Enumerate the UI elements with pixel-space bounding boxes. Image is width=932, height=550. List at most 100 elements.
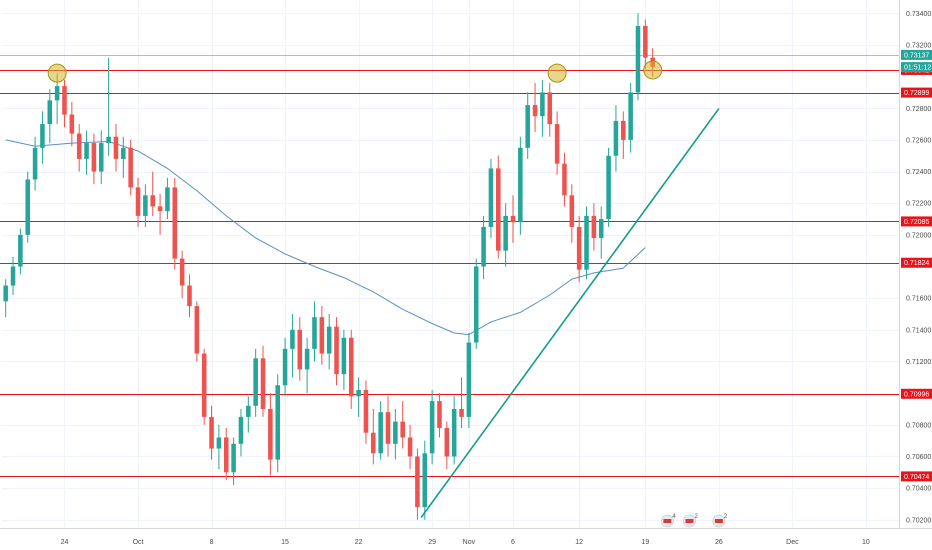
event-flag-count: 2 — [724, 514, 728, 520]
candle-body — [407, 437, 413, 457]
candle — [503, 203, 508, 267]
time-tick-label: 8 — [210, 539, 214, 546]
candle — [319, 306, 325, 365]
candle — [628, 82, 633, 153]
candle-body — [591, 215, 597, 239]
candle — [547, 82, 553, 137]
candle-body — [47, 100, 53, 125]
price-tick-label: 0.70800 — [906, 422, 931, 429]
event-flags[interactable]: 4 2 2 — [660, 514, 728, 528]
candle-body — [260, 358, 266, 409]
time-tick-label: 19 — [641, 539, 649, 546]
price-axis[interactable]: 0.73400 0.73200 0.72800 0.72600 0.72400 0.722… — [906, 11, 931, 524]
candle-body — [54, 86, 60, 101]
candle — [18, 228, 23, 275]
candle — [643, 19, 648, 69]
candle — [540, 79, 545, 137]
candle-body — [451, 408, 457, 457]
candle — [341, 329, 347, 390]
candle-body — [201, 353, 207, 417]
level-price-badge-text: 0.72085 — [904, 219, 929, 226]
candle — [496, 155, 501, 259]
price-tick-label: 0.71400 — [906, 327, 931, 334]
candle-body — [246, 405, 251, 417]
candle-body — [334, 326, 339, 375]
candle-body — [62, 86, 67, 115]
candle-body — [25, 179, 31, 235]
candle — [591, 203, 597, 251]
candle-body — [341, 337, 347, 375]
candle — [598, 206, 604, 259]
candle — [106, 57, 111, 156]
highlight-circle — [47, 63, 67, 83]
candle-body — [194, 306, 200, 354]
candle-body — [437, 401, 442, 428]
price-tick-label: 0.71600 — [906, 296, 931, 303]
level-price-badge: 0.72899 — [901, 87, 932, 98]
candle — [385, 396, 391, 457]
candle-body — [562, 163, 567, 196]
candle — [209, 405, 214, 460]
time-tick-label: 10 — [862, 539, 870, 546]
candle-body — [157, 206, 163, 212]
moving-average — [5, 139, 646, 336]
candle-body — [598, 219, 604, 239]
event-flag-icon[interactable]: 2 — [712, 514, 728, 528]
candle — [25, 171, 31, 243]
candle-body — [187, 285, 192, 307]
price-tick-label: 0.72200 — [906, 201, 931, 208]
level-price-badge: 0.72085 — [901, 216, 932, 227]
candle-body — [621, 120, 626, 140]
candle-body — [488, 168, 494, 227]
candle-body — [363, 389, 369, 433]
time-tick-label: 15 — [281, 539, 289, 546]
time-tick-label: Oct — [133, 539, 144, 546]
candle — [606, 147, 611, 227]
level-price-badge-text: 0.72899 — [904, 90, 929, 97]
candle-body — [459, 408, 464, 417]
current-price-badge: 0.73137 — [901, 49, 932, 60]
candle-body — [76, 133, 82, 159]
candle-body — [643, 25, 648, 58]
candles — [3, 13, 655, 520]
candle-body — [481, 226, 486, 267]
candle — [275, 374, 280, 473]
time-tick-label: 24 — [61, 539, 69, 546]
candle — [510, 195, 516, 243]
candle-body — [554, 124, 560, 164]
candle-body — [10, 266, 16, 286]
candle-body — [290, 329, 295, 349]
candle — [326, 314, 332, 370]
candle-body — [253, 358, 258, 406]
candle — [525, 92, 530, 159]
candle-body — [576, 226, 582, 270]
candle — [150, 171, 156, 216]
time-axis[interactable]: 24 Oct 8 15 22 29 Nov 6 12 19 26 Dec 10 — [61, 539, 870, 546]
candle-body — [113, 136, 119, 159]
candle — [444, 421, 450, 470]
event-flag-icon[interactable]: 2 — [683, 514, 698, 528]
horizontal-levels — [0, 55, 899, 477]
event-flag-icon[interactable]: 4 — [660, 514, 676, 528]
candle — [165, 177, 170, 220]
candle-body — [172, 187, 178, 259]
trendline[interactable] — [420, 108, 720, 519]
candle — [621, 111, 626, 159]
candle-body — [503, 215, 508, 251]
price-tick-label: 0.72000 — [906, 232, 931, 239]
price-tick-label: 0.73200 — [906, 42, 931, 49]
candle — [40, 111, 45, 164]
candle — [518, 136, 523, 235]
candle — [569, 184, 575, 243]
candle-body — [297, 329, 303, 370]
candle-body — [540, 92, 545, 117]
trendline-line[interactable] — [420, 108, 720, 519]
candle-body — [385, 412, 391, 444]
candle — [3, 279, 8, 318]
candle — [488, 158, 494, 239]
candle-body — [231, 443, 236, 473]
candle — [253, 348, 258, 417]
candle-body — [415, 456, 420, 508]
candle — [10, 257, 16, 296]
